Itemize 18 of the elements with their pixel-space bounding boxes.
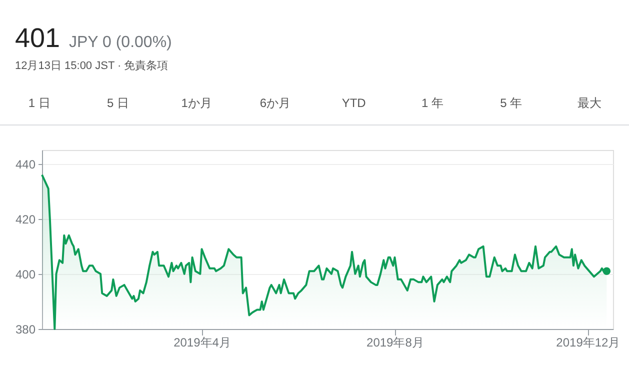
text: 1か月 — [181, 96, 212, 110]
y-tick-label: 420 — [15, 212, 36, 226]
x-tick-label: 2019年4月 — [174, 336, 231, 350]
text: 1 日 — [28, 96, 50, 110]
y-tick-label: 400 — [15, 267, 36, 282]
chart-subtitle: JPY 0 (0.00%) — [69, 34, 172, 51]
text: 最大 — [578, 96, 602, 110]
text: 12月13日 15:00 JST · 免責条項 — [15, 59, 168, 72]
x-tick-label: 2019年12月 — [556, 336, 620, 350]
text: 5 年 — [500, 96, 522, 110]
text: 6か月 — [260, 96, 291, 110]
y-tick-label: 440 — [15, 157, 36, 172]
text: YTD — [342, 96, 366, 110]
y-tick-label: 380 — [15, 322, 36, 336]
text: 5 日 — [106, 96, 129, 110]
x-tick-label: 2019年8月 — [366, 336, 424, 350]
text: 1 年 — [421, 96, 444, 110]
chart-title: 401 — [15, 23, 60, 53]
